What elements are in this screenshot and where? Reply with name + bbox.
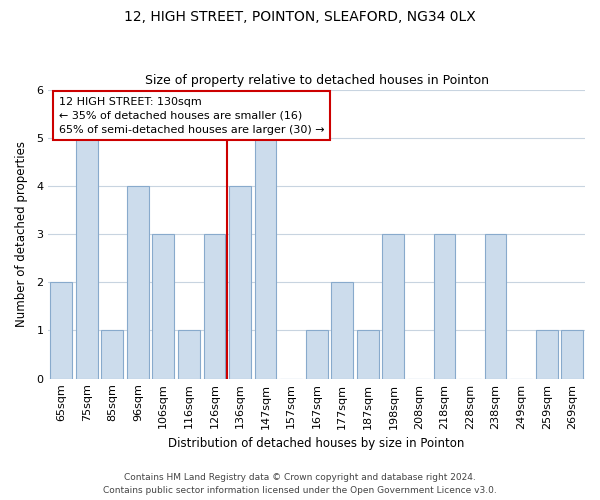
Bar [101,330,123,378]
Bar [306,330,328,378]
Bar [357,330,379,378]
Bar [562,330,583,378]
Bar [178,330,200,378]
Bar [536,330,557,378]
X-axis label: Distribution of detached houses by size in Pointon: Distribution of detached houses by size … [169,437,465,450]
Bar [229,186,251,378]
Bar [331,282,353,378]
Bar [76,138,98,378]
Bar [485,234,506,378]
Title: Size of property relative to detached houses in Pointon: Size of property relative to detached ho… [145,74,488,87]
Bar [127,186,149,378]
Text: 12, HIGH STREET, POINTON, SLEAFORD, NG34 0LX: 12, HIGH STREET, POINTON, SLEAFORD, NG34… [124,10,476,24]
Bar [254,138,277,378]
Bar [203,234,225,378]
Bar [434,234,455,378]
Text: Contains HM Land Registry data © Crown copyright and database right 2024.
Contai: Contains HM Land Registry data © Crown c… [103,474,497,495]
Bar [382,234,404,378]
Bar [50,282,72,378]
Text: 12 HIGH STREET: 130sqm
← 35% of detached houses are smaller (16)
65% of semi-det: 12 HIGH STREET: 130sqm ← 35% of detached… [59,97,325,135]
Y-axis label: Number of detached properties: Number of detached properties [15,141,28,327]
Bar [152,234,174,378]
